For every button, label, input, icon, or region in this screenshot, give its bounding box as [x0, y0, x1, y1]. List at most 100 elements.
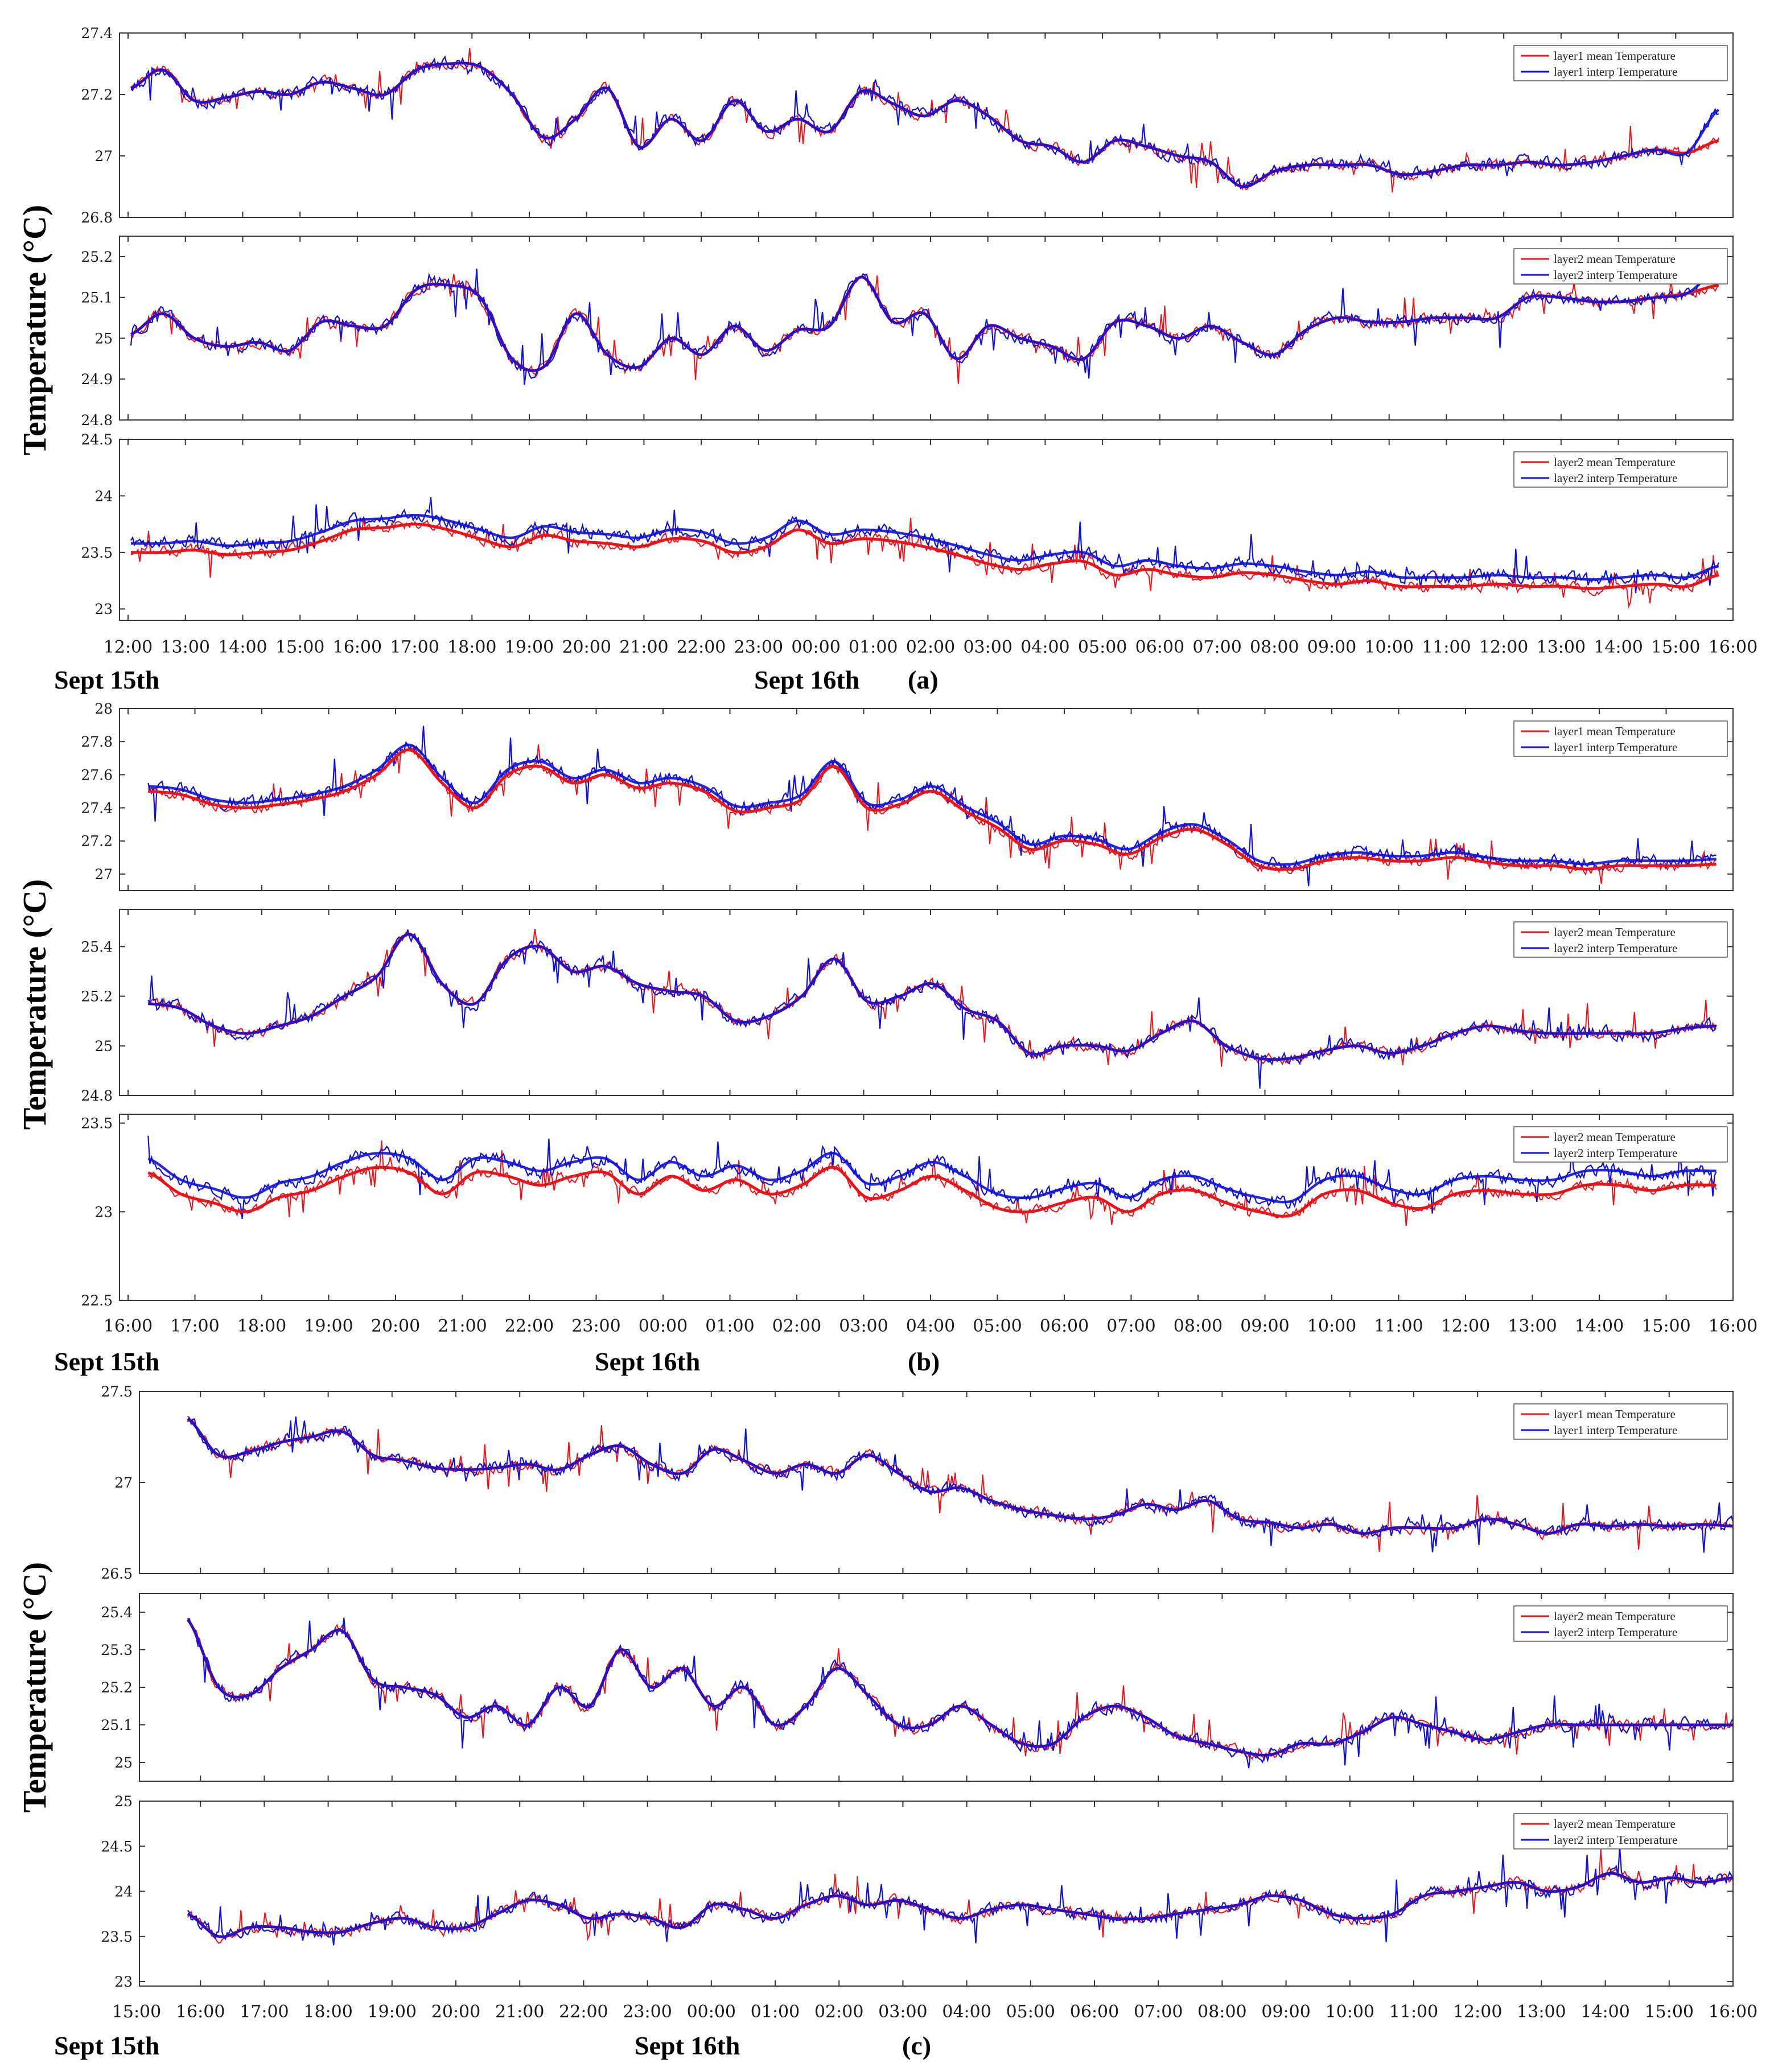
legend-box [1513, 451, 1728, 488]
legend-box [1513, 248, 1728, 285]
series-group [187, 1415, 1732, 1553]
y-tick-label: 23.5 [81, 1115, 113, 1132]
y-tick-label: 25.1 [101, 1717, 133, 1733]
y-tick-label: 27 [114, 1474, 133, 1491]
legend-interp-label: layer2 interp Temperature [1554, 268, 1677, 282]
y-tick-label: 22.5 [81, 1292, 113, 1309]
y-tick-label: 23.5 [101, 1929, 133, 1945]
x-tick-label: 01:00 [849, 637, 898, 657]
interp-raw-line [130, 267, 1719, 385]
x-tick-label: 14:00 [1594, 637, 1643, 657]
series-group [130, 48, 1720, 193]
x-tick-label: 23:00 [734, 637, 783, 657]
y-tick-label: 25.2 [81, 249, 113, 265]
x-tick-label: 09:00 [1240, 1316, 1289, 1336]
x-tick-label: 04:00 [906, 1316, 955, 1336]
date-start-label: Sept 15th [54, 1347, 159, 1376]
legend-box [1513, 1813, 1728, 1849]
y-tick-label: 25.2 [101, 1679, 133, 1696]
x-tick-label: 15:00 [1651, 637, 1700, 657]
x-tick-label: 02:00 [814, 2002, 863, 2022]
y-tick-label: 27.2 [81, 86, 113, 103]
x-tick-label: 06:00 [1135, 637, 1184, 657]
legend-box [1513, 1126, 1728, 1163]
y-tick-label: 27.6 [81, 767, 113, 783]
legend-mean-label: layer1 mean Temperature [1554, 49, 1676, 63]
y-tick-label: 27.5 [101, 1383, 133, 1400]
date-mid-label: Sept 16th [635, 2031, 740, 2060]
y-tick-label: 24.5 [81, 431, 113, 448]
series-group [130, 497, 1719, 609]
y-tick-label: 25 [94, 330, 113, 347]
legend: layer2 mean Temperature layer2 interp Tem… [1513, 451, 1728, 488]
x-tick-label: 03:00 [839, 1316, 888, 1336]
panel-b: 27 27.2 27.4 27.6 27.8 28 layer1 mean Temperat… [16, 701, 1757, 1376]
x-tick-label: 16:00 [176, 2002, 225, 2022]
x-tick-label: 21:00 [438, 1316, 487, 1336]
legend-mean-label: layer2 mean Temperature [1554, 1130, 1676, 1144]
y-tick-label: 27.4 [81, 25, 113, 42]
x-tick-label: 11:00 [1422, 637, 1471, 657]
series-group [147, 928, 1717, 1089]
x-tick-label: 09:00 [1307, 637, 1356, 657]
x-tick-label: 21:00 [619, 637, 668, 657]
x-tick-label: 07:00 [1134, 2002, 1183, 2022]
x-tick-label: 17:00 [170, 1316, 219, 1336]
y-axis-label: Temperature (°C) [16, 1562, 53, 1813]
x-tick-label: 16:00 [1709, 637, 1757, 657]
x-tick-label: 10:00 [1307, 1316, 1356, 1336]
plot-frame [119, 439, 1734, 621]
x-tick-label: 00:00 [791, 637, 840, 657]
x-tick-label: 19:00 [368, 2002, 417, 2022]
legend: layer2 mean Temperature layer2 interp Tem… [1513, 1126, 1728, 1163]
legend-interp-label: layer2 interp Temperature [1554, 1833, 1677, 1847]
x-tick-label: 07:00 [1106, 1316, 1155, 1336]
interp-smooth-line [130, 267, 1719, 372]
x-tick-label: 05:00 [1006, 2002, 1055, 2022]
x-tick-label: 14:00 [1575, 1316, 1624, 1336]
x-tick-label: 09:00 [1261, 2002, 1310, 2022]
x-tick-label: 16:00 [1709, 2002, 1757, 2022]
x-tick-label: 00:00 [687, 2002, 736, 2022]
date-mid-label: Sept 16th [754, 665, 859, 694]
x-tick-label: 17:00 [240, 2002, 289, 2022]
x-tick-label: 20:00 [431, 2002, 480, 2022]
x-tick-label: 01:00 [751, 2002, 800, 2022]
x-tick-label: 19:00 [304, 1316, 353, 1336]
x-tick-label: 04:00 [1020, 637, 1069, 657]
plot-frame [119, 1114, 1734, 1301]
x-tick-label: 21:00 [495, 2002, 544, 2022]
legend-box [1513, 1605, 1728, 1642]
mean-smooth-line [130, 522, 1719, 590]
x-tick-label: 20:00 [371, 1316, 420, 1336]
y-tick-label: 23.5 [81, 545, 113, 561]
y-tick-label: 27 [94, 866, 113, 883]
plot-frame [139, 1801, 1734, 1987]
x-tick-label: 12:00 [104, 637, 153, 657]
plot-frame [119, 909, 1734, 1096]
legend-interp-label: layer2 interp Temperature [1554, 1625, 1677, 1639]
y-tick-label: 28 [94, 701, 113, 717]
x-tick-label: 22:00 [559, 2002, 608, 2022]
legend: layer2 mean Temperature layer2 interp Tem… [1513, 1605, 1728, 1642]
x-tick-label: 22:00 [677, 637, 726, 657]
y-tick-label: 25.4 [101, 1604, 133, 1621]
interp-smooth-line [187, 1618, 1732, 1757]
interp-smooth-line [131, 513, 1719, 581]
x-tick-label: 23:00 [571, 1316, 620, 1336]
y-tick-label: 27.8 [81, 734, 113, 750]
legend-mean-label: layer2 mean Temperature [1554, 1609, 1676, 1623]
y-tick-label: 25.3 [101, 1642, 133, 1658]
x-tick-label: 18:00 [447, 637, 496, 657]
legend-mean-label: layer2 mean Temperature [1554, 252, 1676, 266]
series-group [147, 1135, 1717, 1226]
panel-letter: (c) [902, 2031, 931, 2060]
plot-frame [119, 708, 1734, 891]
panel-letter: (a) [908, 665, 939, 694]
legend-mean-label: layer1 mean Temperature [1554, 1407, 1676, 1421]
y-tick-label: 27 [94, 148, 113, 164]
